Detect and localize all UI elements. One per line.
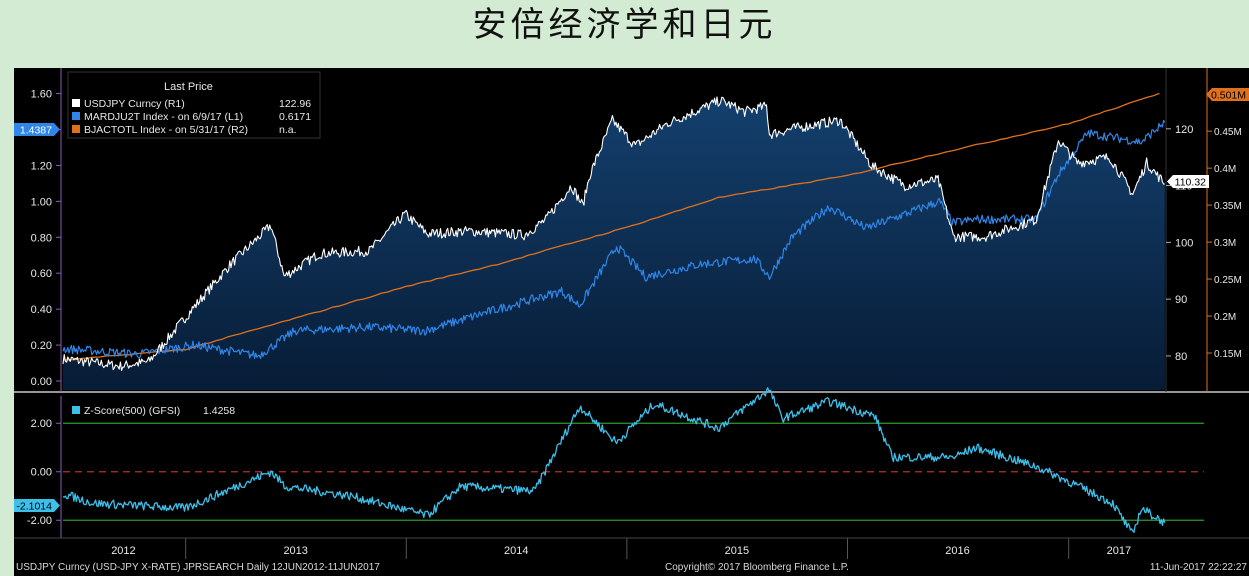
series-line-zscore: [62, 387, 1166, 533]
x-axis-year-label: 2017: [1107, 545, 1131, 557]
usdjpy-value-badge-text: 110.32: [1175, 177, 1206, 189]
zscore-axis-tick-label: 2.00: [31, 418, 52, 430]
badge-layer: 1.4387 110.32 0.501M -2.1014: [14, 88, 1249, 513]
x-axis-year-label: 2016: [945, 545, 969, 557]
left-axis-tick-label: 0.60: [31, 268, 52, 280]
zscore-value-badge-text: -2.1014: [16, 501, 52, 513]
usdjpy-value-badge: [1167, 175, 1209, 188]
legend-value: n.a.: [279, 124, 297, 136]
legend-value: 0.6171: [279, 111, 311, 123]
legend-header: Last Price: [164, 81, 213, 93]
orange-axis-tick-label: 0.4M: [1214, 164, 1236, 175]
legend-swatch: [72, 125, 80, 133]
left-axis-tick-label: 1.20: [31, 160, 52, 172]
right-axis-tick-label: 120: [1175, 124, 1193, 136]
right-axis-tick-label: 90: [1175, 294, 1187, 306]
left-axis-tick-label: 0.20: [31, 340, 52, 352]
legend-layer: Last Price USDJPY Curncy (R1) 122.96 MARDJU…: [67, 71, 321, 417]
legend-label: MARDJU2T Index - on 6/9/17 (L1): [84, 111, 243, 123]
x-axis-year-label: 2013: [283, 545, 307, 557]
left-axis-tick-label: 1.00: [31, 196, 52, 208]
zscore-legend-swatch: [72, 406, 80, 414]
legend-label: BJACTOTL Index - on 5/31/17 (R2): [84, 124, 248, 136]
series-line-mardju2t: [62, 119, 1166, 359]
orange-axis-tick-label: 0.15M: [1214, 349, 1242, 360]
x-axis-year-label: 2014: [504, 545, 528, 557]
left-value-badge-text: 1.4387: [20, 125, 52, 137]
legend-swatch: [72, 112, 80, 120]
chart-area: 0.000.200.400.600.801.001.201.401.608090…: [14, 68, 1249, 559]
orange-axis-tick-label: 0.45M: [1214, 127, 1242, 138]
footer-timestamp: 11-Jun-2017 22:22:27: [1149, 562, 1247, 573]
left-axis-tick-label: 0.00: [31, 376, 52, 388]
zscore-axis-tick-label: 0.00: [31, 467, 52, 479]
legend-label: USDJPY Curncy (R1): [84, 98, 185, 110]
x-axis-year-label: 2012: [111, 545, 135, 557]
footer-source: USDJPY Curncy (USD-JPY X-RATE) JPRSEARCH…: [16, 562, 380, 573]
zscore-legend-value: 1.4258: [203, 405, 235, 417]
orange-axis-tick-label: 0.25M: [1214, 275, 1242, 286]
left-axis-tick-label: 0.80: [31, 232, 52, 244]
usdjpy-area-fill: [63, 96, 1165, 391]
right-axis-tick-label: 80: [1175, 351, 1187, 363]
footer-bar: USDJPY Curncy (USD-JPY X-RATE) JPRSEARCH…: [14, 559, 1249, 576]
x-axis-year-label: 2015: [725, 545, 749, 557]
legend-swatch: [72, 99, 80, 107]
series-line-bjactotl: [62, 92, 1160, 361]
left-axis-tick-label: 1.60: [31, 89, 52, 101]
right-axis-tick-label: 100: [1175, 237, 1193, 249]
orange-value-badge-text: 0.501M: [1211, 90, 1246, 102]
axis-layer: 0.000.200.400.600.801.001.201.401.608090…: [27, 89, 1242, 557]
series-layer: [62, 92, 1166, 533]
zscore-axis-tick-label: -2.00: [27, 515, 52, 527]
zscore-legend-label: Z-Score(500) (GFSI): [84, 405, 180, 417]
orange-axis-tick-label: 0.2M: [1214, 312, 1236, 323]
left-value-badge: [14, 123, 60, 136]
legend-box: [67, 71, 321, 139]
grid-layer: [14, 68, 1249, 559]
legend-value: 122.96: [279, 98, 311, 110]
left-axis-tick-label: 0.40: [31, 304, 52, 316]
footer-copyright: Copyright© 2017 Bloomberg Finance L.P.: [665, 562, 849, 573]
zscore-value-badge: [14, 499, 60, 512]
page-title: 安倍经济学和日元: [472, 5, 777, 45]
orange-axis-tick-label: 0.3M: [1214, 238, 1236, 249]
orange-axis-tick-label: 0.35M: [1214, 201, 1242, 212]
series-line-usdjpy: [62, 96, 1165, 372]
orange-value-badge: [1206, 88, 1249, 101]
